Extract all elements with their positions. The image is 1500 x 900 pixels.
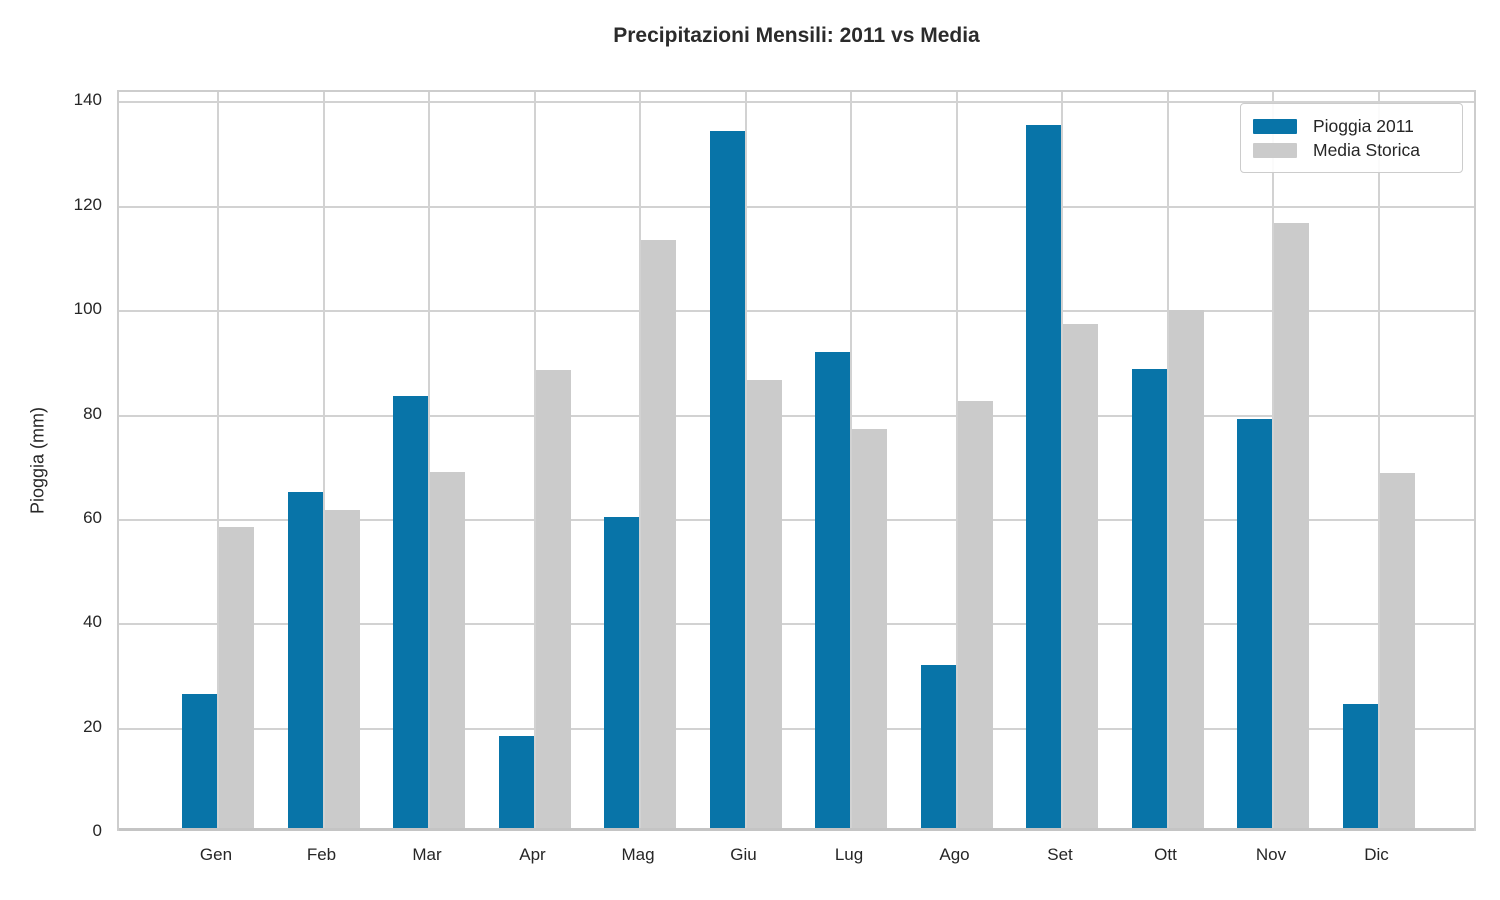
x-tick-label-mar: Mar — [412, 845, 442, 864]
y-tick-label-40: 40 — [83, 612, 102, 632]
x-tick-label-feb: Feb — [306, 845, 337, 864]
bar-media-storica-ott — [1168, 309, 1204, 829]
bar-pioggia-2011-mar — [393, 395, 428, 829]
y-tick-label-20: 20 — [83, 716, 102, 736]
y-tick-label-140: 140 — [73, 90, 102, 110]
x-tick-label-dic: Dic — [1364, 845, 1389, 864]
legend-item-media-storica: Media Storica — [1253, 138, 1450, 162]
h-gridline-80 — [119, 414, 1474, 417]
x-tick-label-giu: Giu — [730, 845, 757, 864]
bar-media-storica-feb — [324, 509, 360, 829]
y-tick-label-0: 0 — [92, 821, 102, 840]
chart-title: Precipitazioni Mensili: 2011 vs Media — [613, 24, 980, 47]
x-tick-label-set: Set — [1047, 845, 1073, 864]
y-tick-label-60: 60 — [83, 507, 102, 527]
bar-pioggia-2011-apr — [498, 735, 534, 829]
x-tick-label-gen: Gen — [199, 845, 233, 864]
bar-pioggia-2011-set — [1026, 124, 1061, 829]
v-gridline-gen — [217, 92, 219, 829]
legend-item-pioggia-2011: Pioggia 2011 — [1253, 114, 1450, 138]
bar-media-storica-set — [1063, 323, 1098, 829]
bar-pioggia-2011-feb — [287, 492, 323, 829]
bar-pioggia-2011-dic — [1342, 703, 1378, 829]
v-gridline-dic — [1377, 92, 1380, 829]
v-gridline-nov — [1272, 92, 1274, 829]
bar-media-storica-mar — [430, 472, 465, 829]
y-tick-label-120: 120 — [73, 194, 102, 214]
h-gridline-140 — [119, 101, 1474, 104]
x-tick-label-ott: Ott — [1154, 845, 1177, 864]
bar-pioggia-2011-gen — [182, 694, 217, 829]
x-tick-label-mag: Mag — [621, 845, 655, 864]
v-gridline-feb — [322, 92, 325, 829]
bar-pioggia-2011-giu — [709, 130, 745, 829]
plot-area — [117, 90, 1476, 831]
legend: Pioggia 2011 Media Storica — [1240, 103, 1463, 173]
v-gridline-giu — [744, 92, 747, 829]
x-tick-label-lug: Lug — [834, 845, 864, 864]
h-gridline-20 — [119, 727, 1474, 730]
bar-media-storica-mag — [641, 240, 676, 829]
bar-media-storica-gen — [219, 526, 254, 829]
bar-media-storica-nov — [1274, 222, 1309, 829]
bar-media-storica-apr — [535, 369, 571, 829]
bar-media-storica-dic — [1379, 472, 1415, 829]
h-gridline-120 — [119, 205, 1474, 208]
v-gridline-ott — [1166, 92, 1169, 829]
v-gridline-apr — [533, 92, 536, 829]
legend-swatch-pioggia-2011 — [1253, 118, 1297, 134]
bar-media-storica-lug — [852, 429, 887, 829]
v-gridline-ago — [955, 92, 958, 829]
y-tick-label-100: 100 — [73, 299, 102, 319]
legend-label-pioggia-2011: Pioggia 2011 — [1313, 115, 1414, 136]
h-gridline-60 — [119, 518, 1474, 521]
x-tick-label-apr: Apr — [519, 845, 546, 864]
legend-swatch-media-storica — [1253, 142, 1297, 158]
legend-label-media-storica: Media Storica — [1313, 139, 1420, 160]
v-gridline-set — [1061, 92, 1063, 829]
bar-pioggia-2011-ago — [920, 664, 956, 829]
bar-pioggia-2011-ott — [1131, 368, 1167, 829]
x-tick-label-nov: Nov — [1255, 845, 1287, 864]
x-axis-line — [119, 828, 1474, 831]
h-gridline-100 — [119, 310, 1474, 313]
y-tick-label-80: 80 — [83, 403, 102, 423]
v-gridline-mag — [639, 92, 641, 829]
v-gridline-mar — [428, 92, 430, 829]
x-tick-label-ago: Ago — [939, 845, 970, 864]
bar-media-storica-giu — [746, 379, 782, 829]
h-gridline-40 — [119, 623, 1474, 626]
v-gridline-lug — [850, 92, 852, 829]
bar-pioggia-2011-nov — [1237, 419, 1272, 829]
bar-pioggia-2011-mag — [604, 517, 639, 829]
bar-pioggia-2011-lug — [815, 352, 850, 829]
bar-media-storica-ago — [957, 400, 993, 829]
